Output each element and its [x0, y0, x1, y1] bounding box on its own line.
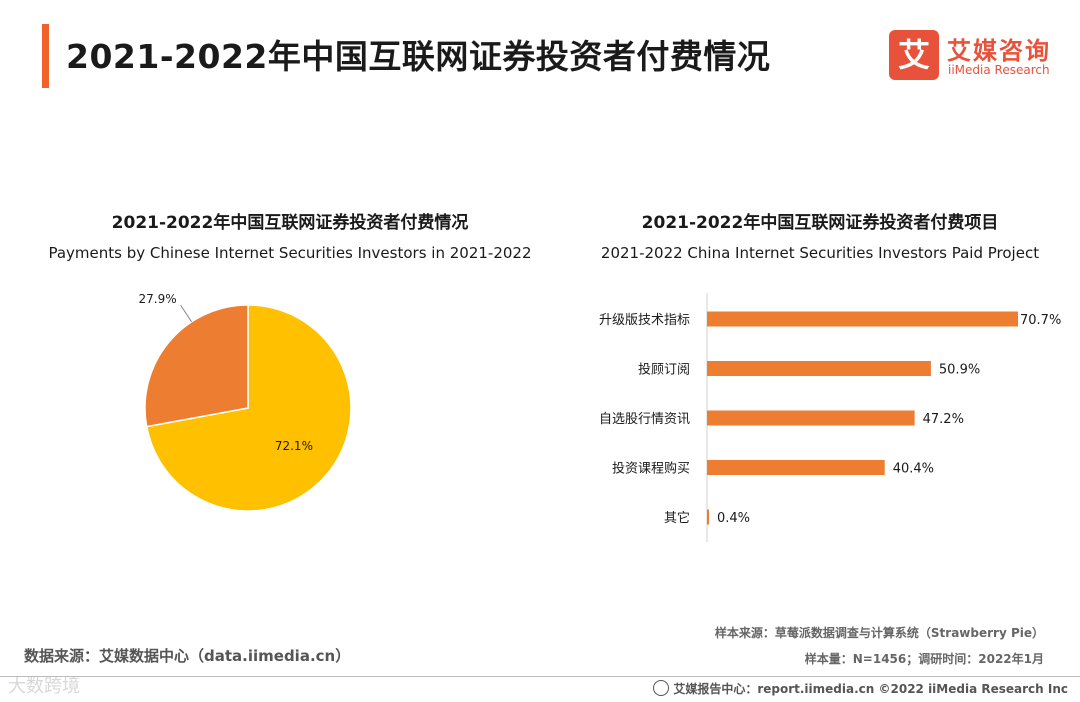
- logo-mark: 艾: [889, 30, 939, 80]
- title-accent-bar: [42, 24, 49, 88]
- bar: [707, 410, 915, 426]
- data-source: 数据来源：艾媒数据中心（data.iimedia.cn）: [24, 647, 351, 665]
- bar: [707, 460, 885, 475]
- sample-size: 样本量：N=1456；调研时间：2022年1月: [804, 652, 1044, 666]
- pie-slice-label: 72.1%: [275, 439, 313, 453]
- pie-leader-line: [180, 304, 192, 323]
- bar-category-label: 升级版技术指标: [599, 313, 690, 328]
- bar: [707, 361, 931, 376]
- bar: [707, 509, 709, 525]
- bar-value-label: 0.4%: [717, 511, 750, 526]
- bar-category-label: 投顾订阅: [638, 362, 690, 378]
- bar-value-label: 47.2%: [923, 412, 964, 427]
- footer-divider: [0, 676, 1080, 677]
- bar-chart-title: 2021-2022年中国互联网证券投资者付费项目: [641, 213, 999, 233]
- bar-category-label: 其它: [664, 510, 690, 526]
- pie-chart-title: 2021-2022年中国互联网证券投资者付费情况: [111, 213, 469, 233]
- logo-cn-text: 艾媒咨询: [947, 37, 1051, 65]
- bar-category-label: 投资课程购买: [612, 461, 690, 477]
- pie-chart-subtitle: Payments by Chinese Internet Securities …: [48, 244, 532, 262]
- page-title: 2021-2022年中国互联网证券投资者付费情况: [66, 37, 771, 76]
- bar-value-label: 40.4%: [893, 462, 934, 477]
- bar-chart-subtitle: 2021-2022 China Internet Securities Inve…: [600, 244, 1040, 262]
- sample-source: 样本来源：草莓派数据调查与计算系统（Strawberry Pie）: [714, 626, 1044, 640]
- footer-text: 艾媒报告中心：report.iimedia.cn ©2022 iiMedia R…: [673, 682, 1068, 696]
- bar-chart: 升级版技术指标 70.7% 投顾订阅 50.9% 自选股行情资讯 47.2% 投资课程购买 4…: [599, 293, 1061, 542]
- pie-slice: [145, 304, 352, 512]
- iimedia-logo: 艾 艾媒咨询 iiMedia Research: [889, 30, 1069, 82]
- pie-slice-label: 27.9%: [138, 292, 176, 306]
- pie-slice: [144, 304, 249, 428]
- bar-value-label: 70.7%: [1020, 313, 1061, 328]
- globe-icon: [653, 680, 670, 696]
- pie-chart: 72.1% 27.9%: [138, 292, 352, 512]
- watermark: 大数跨境: [8, 676, 80, 697]
- bar: [707, 311, 1018, 327]
- footer: 艾媒报告中心：report.iimedia.cn ©2022 iiMedia R…: [653, 680, 1068, 697]
- bar-value-label: 50.9%: [939, 363, 980, 378]
- bar-category-label: 自选股行情资讯: [599, 412, 690, 427]
- logo-en-text: iiMedia Research: [948, 63, 1050, 77]
